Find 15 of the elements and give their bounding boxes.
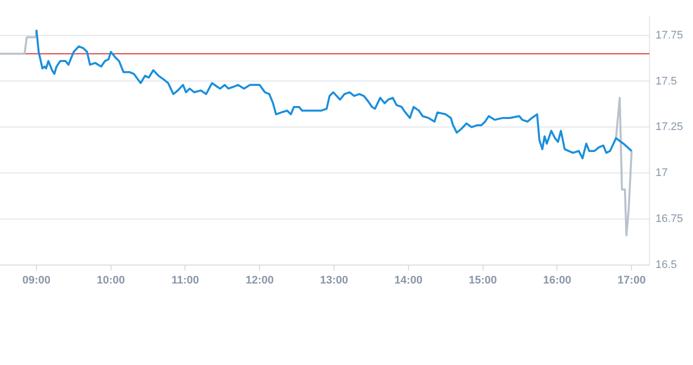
y-tick-label: 17.5 (655, 75, 677, 88)
x-tick-label: 12:00 (246, 274, 274, 286)
x-tick-label: 13:00 (320, 274, 348, 286)
x-tick-label: 14:00 (394, 274, 422, 286)
y-tick-label: 16.5 (655, 258, 677, 271)
y-tick-label: 17 (655, 167, 668, 180)
y-tick-label: 17.75 (655, 29, 684, 42)
x-tick-label: 11:00 (171, 274, 200, 286)
y-tick-label: 17.25 (655, 121, 684, 134)
x-tick-label: 10:00 (96, 274, 125, 286)
y-tick-label: 16.75 (655, 212, 684, 225)
x-tick-label: 17:00 (618, 274, 646, 286)
x-tick-label: 09:00 (22, 274, 51, 286)
x-tick-label: 15:00 (468, 274, 497, 286)
x-tick-label: 16:00 (543, 274, 572, 286)
